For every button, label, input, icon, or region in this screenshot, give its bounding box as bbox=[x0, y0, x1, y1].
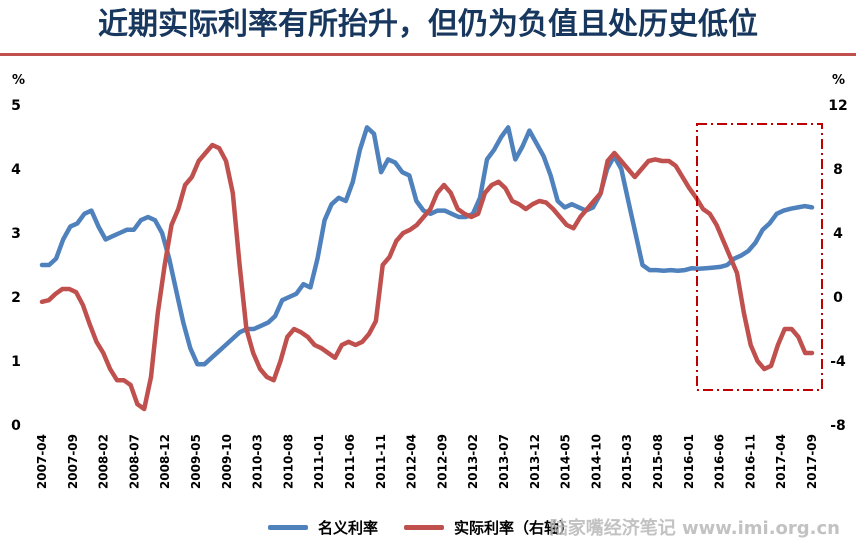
right-tick-label: -8 bbox=[830, 418, 846, 434]
right-axis: % -8 -4 0 4 8 12 bbox=[828, 73, 847, 434]
x-tick-label: 2014-05 bbox=[559, 434, 573, 489]
x-tick-label: 2009-10 bbox=[220, 434, 234, 489]
x-tick-label: 2010-08 bbox=[281, 434, 295, 489]
watermark: 陆家嘴经济笔记 www.imi.org.cn bbox=[549, 518, 840, 539]
x-tick-label: 2012-09 bbox=[435, 434, 449, 489]
legend-label-real: 实际利率（右轴） bbox=[454, 518, 575, 537]
legend-label-nominal: 名义利率 bbox=[318, 518, 379, 537]
x-tick-label: 2015-03 bbox=[620, 434, 634, 489]
x-tick-label: 2011-01 bbox=[312, 434, 326, 489]
x-tick-label: 2010-03 bbox=[251, 434, 265, 489]
left-tick-label: 1 bbox=[11, 354, 21, 370]
x-tick-label: 2011-11 bbox=[374, 434, 388, 489]
annotation-box bbox=[696, 123, 823, 391]
x-tick-label: 2009-05 bbox=[189, 434, 203, 489]
x-tick-label: 2013-12 bbox=[528, 434, 542, 489]
x-tick-label: 2007-09 bbox=[66, 434, 80, 489]
x-tick-label: 2014-10 bbox=[589, 434, 603, 489]
legend: 名义利率 实际利率（右轴） bbox=[268, 516, 600, 538]
x-tick-label: 2017-04 bbox=[774, 434, 788, 489]
legend-item-nominal: 名义利率 bbox=[268, 517, 378, 538]
legend-swatch-real bbox=[404, 524, 445, 530]
left-tick-label: 5 bbox=[11, 98, 21, 114]
right-tick-label: 8 bbox=[833, 162, 843, 178]
x-tick-label: 2012-04 bbox=[405, 434, 419, 489]
left-tick-label: 4 bbox=[11, 162, 21, 178]
x-tick-label: 2013-02 bbox=[466, 434, 480, 489]
x-tick-label: 2017-09 bbox=[805, 434, 819, 489]
left-axis: % 0 1 2 3 4 5 bbox=[11, 73, 25, 434]
x-tick-label: 2008-07 bbox=[127, 434, 141, 489]
left-tick-label: 0 bbox=[11, 418, 21, 434]
highlight-box bbox=[696, 123, 823, 391]
x-tick-label: 2008-02 bbox=[97, 434, 111, 489]
series-line-real bbox=[39, 142, 815, 412]
legend-swatch-nominal bbox=[268, 524, 308, 530]
right-tick-label: 4 bbox=[833, 226, 843, 242]
x-tick-label: 2016-11 bbox=[743, 434, 757, 489]
right-tick-label: 0 bbox=[833, 290, 843, 306]
x-tick-label: 2013-07 bbox=[497, 434, 511, 489]
right-axis-unit: % bbox=[832, 73, 845, 88]
right-tick-label: -4 bbox=[830, 354, 846, 370]
series-lines bbox=[39, 125, 815, 412]
x-axis: 2007-04 2007-09 2008-02 2008-07 2008-12 2009-… bbox=[35, 434, 819, 489]
x-tick-label: 2016-01 bbox=[682, 434, 696, 489]
x-tick-label: 2016-06 bbox=[713, 434, 727, 489]
x-tick-label: 2011-06 bbox=[343, 434, 357, 489]
left-axis-unit: % bbox=[12, 73, 25, 88]
right-tick-label: 12 bbox=[828, 98, 847, 114]
left-tick-label: 3 bbox=[11, 226, 21, 242]
x-tick-label: 2008-12 bbox=[158, 434, 172, 489]
x-tick-label: 2007-04 bbox=[35, 434, 49, 489]
left-tick-label: 2 bbox=[11, 290, 21, 306]
x-tick-label: 2015-08 bbox=[651, 434, 665, 489]
page-title: 近期实际利率有所抬升，但仍为负值且处历史低位 bbox=[98, 7, 758, 42]
title-divider bbox=[0, 53, 856, 56]
legend-item-real: 实际利率（右轴） bbox=[404, 517, 574, 538]
